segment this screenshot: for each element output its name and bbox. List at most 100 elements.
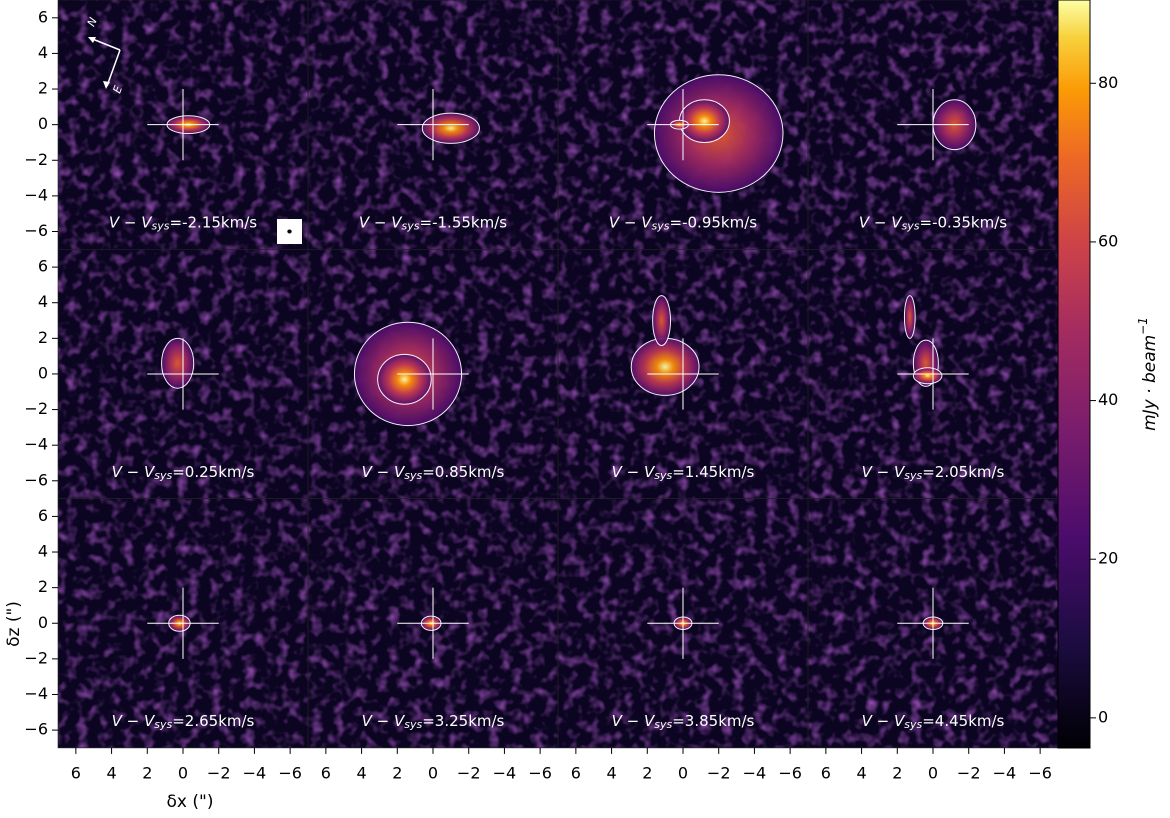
- panel-label: V − Vsys=-2.15km/s: [109, 213, 257, 233]
- colorbar: [1057, 0, 1091, 749]
- x-tick-label: 2: [892, 763, 902, 782]
- y-tick-label: −4: [24, 435, 48, 454]
- x-tick-label: −2: [707, 763, 731, 782]
- x-tick-label: 4: [856, 763, 866, 782]
- panel-label: V − Vsys=2.05km/s: [862, 462, 1005, 482]
- y-tick-label: 4: [38, 542, 48, 561]
- colorbar-tick-label: 20: [1098, 549, 1118, 568]
- panel-label-value: =-0.95km/s: [670, 213, 758, 231]
- colorbar-tick-label: 80: [1098, 73, 1118, 92]
- panel-label-prefix: V − V: [362, 462, 406, 480]
- y-tick-label: −2: [24, 648, 48, 667]
- x-tick-label: −2: [457, 763, 481, 782]
- panel-label-sub: sys: [654, 718, 672, 731]
- emission: [678, 99, 730, 143]
- y-tick-label: 6: [38, 506, 48, 525]
- y-tick-label: 0: [38, 613, 48, 632]
- x-tick-label: −4: [243, 763, 267, 782]
- colorbar-label-main: mJy · beam: [1140, 335, 1160, 431]
- panel-label-value: =0.25km/s: [172, 462, 254, 480]
- emission: [652, 295, 671, 346]
- panel-label: V − Vsys=0.85km/s: [362, 462, 505, 482]
- panel-label-value: =3.85km/s: [672, 712, 754, 730]
- y-tick-label: −6: [24, 221, 48, 240]
- panel-label-prefix: V − V: [112, 712, 156, 730]
- panel-label-prefix: V − V: [112, 462, 156, 480]
- panel-label-value: =0.85km/s: [422, 462, 504, 480]
- x-tick-label: −4: [493, 763, 517, 782]
- emission: [903, 295, 916, 339]
- panel-label-value: =-0.35km/s: [920, 213, 1008, 231]
- compass-head: [88, 37, 96, 43]
- y-tick-label: −2: [24, 150, 48, 169]
- panel-label: V − Vsys=2.65km/s: [112, 712, 255, 732]
- x-tick-label: 0: [178, 763, 188, 782]
- x-tick-label: −4: [993, 763, 1017, 782]
- panel-label: V − Vsys=3.85km/s: [612, 712, 755, 732]
- panel-label: V − Vsys=0.25km/s: [112, 462, 255, 482]
- y-tick-label: −6: [24, 720, 48, 739]
- x-tick-label: 4: [606, 763, 616, 782]
- compass-arrow: [89, 37, 121, 51]
- y-tick-label: 6: [38, 257, 48, 276]
- panel-label-value: =4.45km/s: [922, 712, 1004, 730]
- x-tick-label: 2: [642, 763, 652, 782]
- x-tick-label: 4: [106, 763, 116, 782]
- panel-label-value: =2.65km/s: [172, 712, 254, 730]
- panel-label-sub: sys: [402, 220, 420, 233]
- x-tick-label: 0: [428, 763, 438, 782]
- y-tick-label: 0: [38, 363, 48, 382]
- panels: V − Vsys=-2.15km/s V − Vsys=-1.55km/s V − …: [58, 0, 1058, 748]
- emission: [377, 353, 432, 405]
- beam: [287, 229, 292, 234]
- colorbar-label-sup: −1: [1136, 317, 1150, 335]
- x-tick-label: 6: [71, 763, 81, 782]
- x-tick-label: 2: [142, 763, 152, 782]
- x-tick-label: −6: [778, 763, 802, 782]
- x-tick-label: −4: [743, 763, 767, 782]
- panel-label-prefix: V − V: [862, 462, 906, 480]
- panel-label-sub: sys: [404, 469, 422, 482]
- x-tick-label: 2: [392, 763, 402, 782]
- panel-label: V − Vsys=-0.35km/s: [859, 213, 1007, 233]
- compass-head: [103, 81, 110, 89]
- colorbar-tick-label: 40: [1098, 390, 1118, 409]
- panel-label: V − Vsys=1.45km/s: [612, 462, 755, 482]
- colorbar-tick-label: 0: [1098, 707, 1108, 726]
- x-tick-label: −6: [528, 763, 552, 782]
- panel-label-prefix: V − V: [862, 712, 906, 730]
- x-tick-label: 6: [321, 763, 331, 782]
- x-tick-label: 0: [678, 763, 688, 782]
- y-tick-label: −4: [24, 185, 48, 204]
- x-tick-label: 6: [821, 763, 831, 782]
- panel-label-value: =1.45km/s: [672, 462, 754, 480]
- compass-arrow: [106, 49, 121, 87]
- panel-label-sub: sys: [154, 718, 172, 731]
- emission: [421, 112, 480, 144]
- colorbar-tick-label: 60: [1098, 231, 1118, 250]
- panel-label-sub: sys: [154, 469, 172, 482]
- compass-east: E: [110, 84, 125, 95]
- emission: [630, 337, 700, 396]
- panel-label-sub: sys: [654, 469, 672, 482]
- panel-label-prefix: V − V: [859, 213, 903, 231]
- y-tick-label: 4: [38, 292, 48, 311]
- y-tick-label: 4: [38, 43, 48, 62]
- panel-label-value: =2.05km/s: [922, 462, 1004, 480]
- x-tick-label: 0: [928, 763, 938, 782]
- emission: [161, 337, 195, 389]
- panel-label-value: =-1.55km/s: [420, 213, 508, 231]
- panel-label: V − Vsys=-0.95km/s: [609, 213, 757, 233]
- panel-label-prefix: V − V: [109, 213, 153, 231]
- panel-label-sub: sys: [904, 469, 922, 482]
- panel-label-prefix: V − V: [359, 213, 403, 231]
- panel-label: V − Vsys=3.25km/s: [362, 712, 505, 732]
- y-tick-label: 6: [38, 7, 48, 26]
- x-tick-label: −6: [1028, 763, 1052, 782]
- y-tick-label: 2: [38, 577, 48, 596]
- panel-label-prefix: V − V: [609, 213, 653, 231]
- y-tick-label: 2: [38, 328, 48, 347]
- x-tick-label: 4: [356, 763, 366, 782]
